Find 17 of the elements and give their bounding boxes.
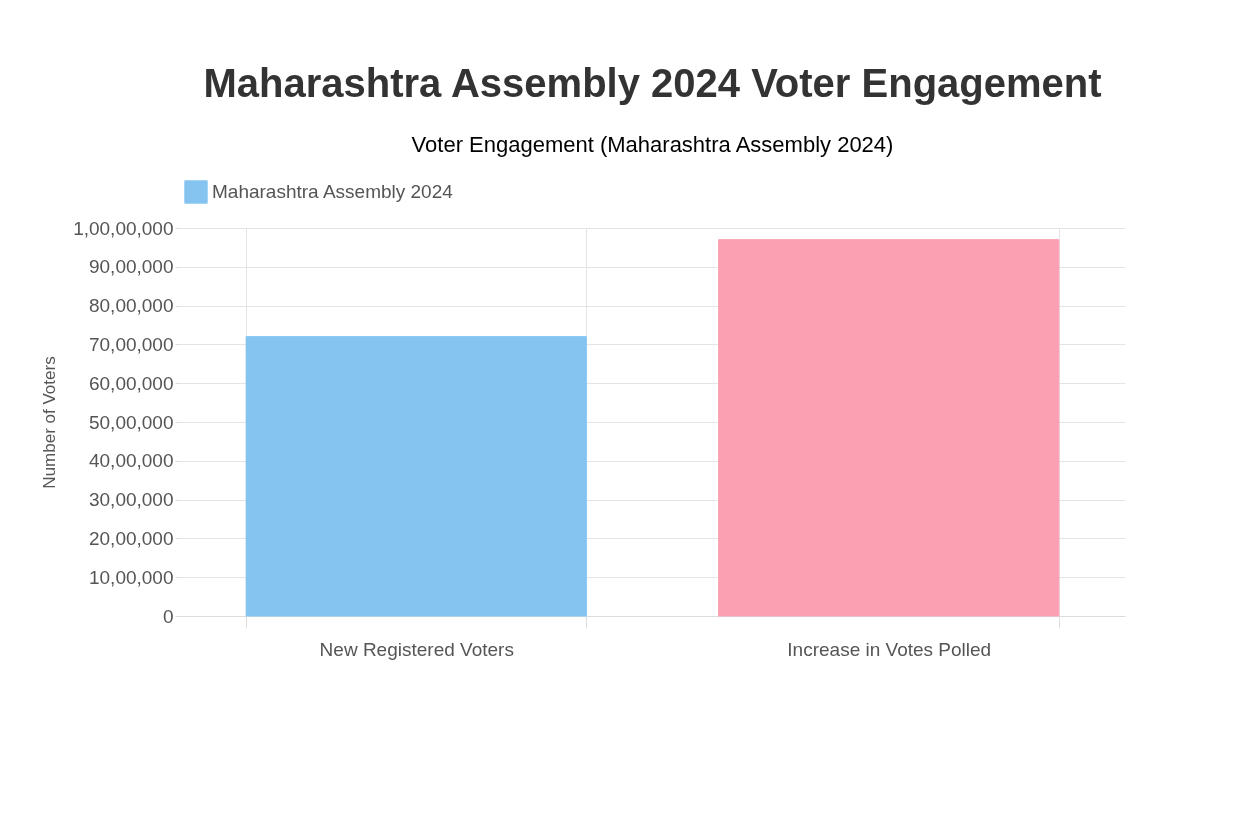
y-tick-label: 1,00,00,000 [73,217,174,239]
y-tick-label: 40,00,000 [88,450,174,472]
y-tick-label: 80,00,000 [88,295,174,317]
x-tick-label: Increase in Votes Polled [787,638,992,660]
y-tick-label: 20,00,000 [88,527,174,549]
y-tick-label: 60,00,000 [88,372,174,394]
chart-subtitle: Voter Engagement (Maharashtra Assembly 2024) [411,132,894,157]
y-tick-label: 90,00,000 [88,256,174,278]
y-tick-label: 10,00,000 [88,566,174,588]
y-tick-label: 50,00,000 [88,411,174,433]
legend-label: Maharashtra Assembly 2024 [212,181,454,202]
chart-title: Maharashtra Assembly 2024 Voter Engagement [203,61,1102,105]
y-tick-label: 70,00,000 [88,333,174,355]
y-tick-label: 30,00,000 [88,489,174,511]
y-axis-title: Number of Voters [40,356,60,489]
x-tick-label: New Registered Voters [319,638,514,660]
y-tick-label: 0 [162,605,174,627]
